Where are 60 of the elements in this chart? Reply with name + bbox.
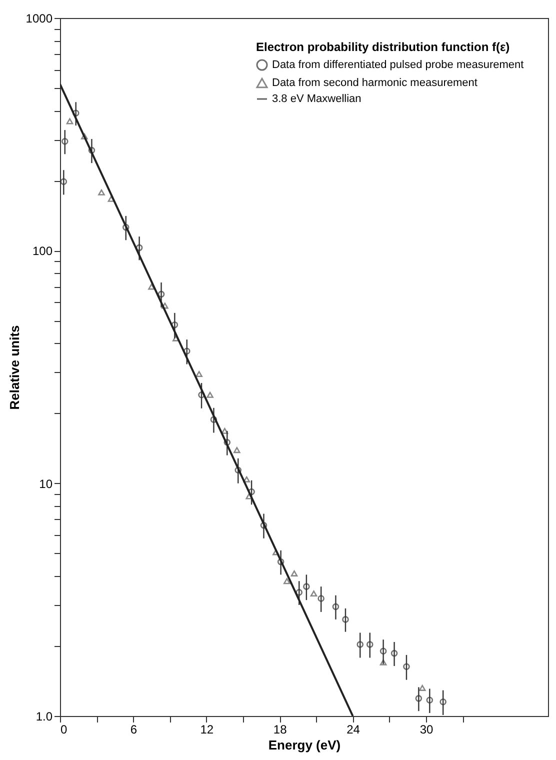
point <box>260 522 268 529</box>
point <box>88 146 96 154</box>
y-axis-title: Relative units <box>6 325 22 410</box>
point <box>296 588 303 596</box>
x-tick-label: 12 <box>200 722 214 736</box>
x-tick-label: 0 <box>60 722 68 736</box>
point <box>196 371 202 378</box>
x-tick-label: 6 <box>130 722 138 736</box>
point <box>210 416 218 423</box>
point <box>81 133 88 140</box>
point <box>380 648 387 655</box>
legend-title: Electron probability distribution function f(ε) <box>256 40 510 54</box>
point <box>356 641 364 648</box>
point <box>61 138 68 145</box>
point <box>66 118 74 124</box>
point <box>277 558 284 566</box>
point <box>162 302 168 309</box>
point <box>234 466 242 474</box>
point <box>221 428 228 434</box>
point <box>234 447 240 454</box>
point <box>60 178 68 186</box>
legend-label: 3.8 eV Maxwellian <box>272 93 362 105</box>
point <box>290 570 298 576</box>
point <box>418 684 426 691</box>
point <box>122 224 130 231</box>
point <box>158 290 165 298</box>
point <box>272 549 280 556</box>
point <box>310 590 318 597</box>
point <box>415 695 422 702</box>
point <box>440 698 446 706</box>
point <box>426 696 434 704</box>
point <box>380 659 387 666</box>
point <box>98 189 105 196</box>
point <box>366 641 374 648</box>
point <box>403 663 410 670</box>
point <box>136 244 143 252</box>
x-tick-label: 30 <box>420 722 434 736</box>
point <box>318 595 324 602</box>
legend-label: Data from differentiated pulsed probe measurement <box>272 59 524 71</box>
point <box>206 392 214 398</box>
point <box>332 603 340 610</box>
point <box>284 578 290 584</box>
point <box>342 616 349 623</box>
point <box>390 650 398 657</box>
x-tick-label: 18 <box>273 722 288 736</box>
point <box>72 110 80 117</box>
x-axis-title: Energy (eV) <box>268 738 341 752</box>
point <box>183 348 190 355</box>
x-tick-label: 24 <box>346 722 360 736</box>
y-tick-label: 1000 <box>26 12 53 26</box>
point <box>243 476 250 482</box>
y-tick-label: 100 <box>32 244 53 258</box>
point <box>224 438 231 446</box>
legend-label: Data from second harmonic measurement <box>272 77 478 89</box>
point <box>171 321 178 328</box>
y-tick-label: 1.0 <box>36 710 53 724</box>
point <box>303 583 310 590</box>
point <box>172 335 180 342</box>
y-tick-label: 10 <box>39 476 53 491</box>
point <box>148 284 155 290</box>
